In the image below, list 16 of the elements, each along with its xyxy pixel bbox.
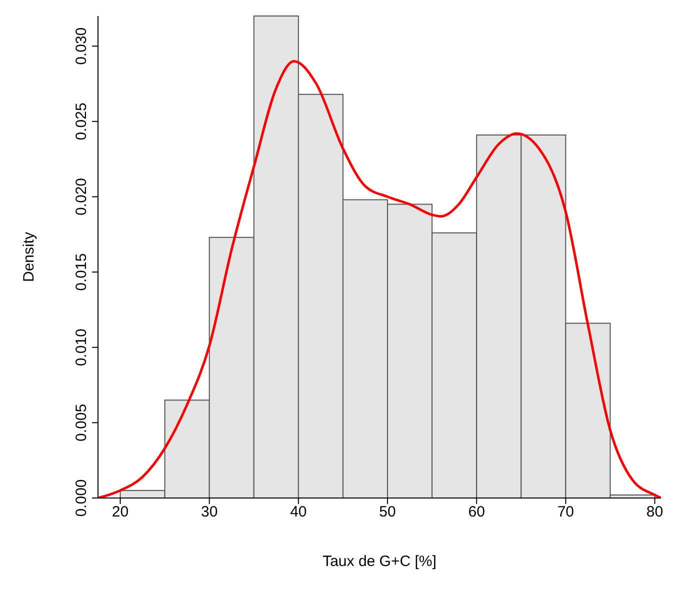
- y-tick-label: 0.030: [73, 27, 90, 65]
- x-tick-label: 30: [201, 504, 218, 521]
- x-tick-label: 40: [290, 504, 307, 521]
- y-axis-title: Density: [20, 232, 38, 282]
- y-tick-label: 0.015: [73, 253, 90, 291]
- x-tick-label: 50: [379, 504, 396, 521]
- x-tick-label: 20: [112, 504, 129, 521]
- x-axis-title: Taux de G+C [%]: [322, 553, 436, 570]
- y-tick-label: 0.010: [73, 328, 90, 366]
- y-tick-label: 0.000: [73, 479, 90, 517]
- x-tick-label: 60: [468, 504, 485, 521]
- x-tick-label: 80: [646, 504, 664, 521]
- y-tick-label: 0.025: [73, 102, 90, 140]
- x-tick-label: 70: [557, 504, 574, 521]
- y-tick-label: 0.020: [73, 178, 90, 216]
- y-tick-label: 0.005: [73, 404, 90, 442]
